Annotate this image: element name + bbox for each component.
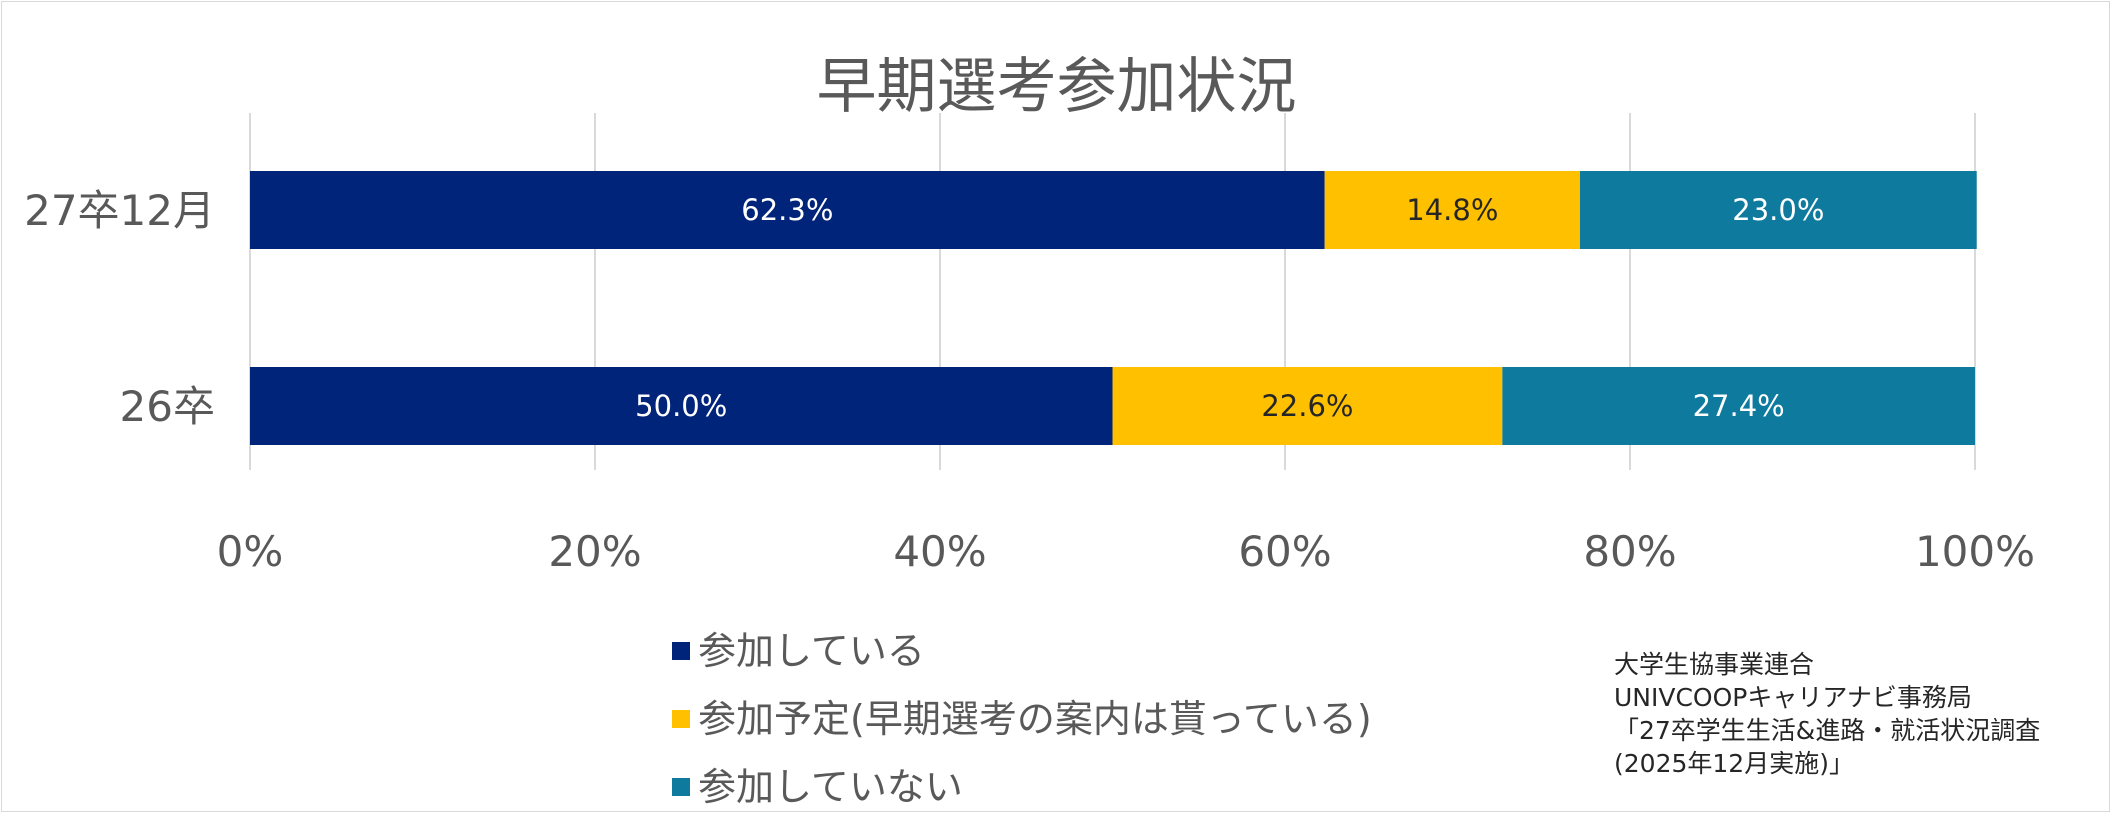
source-line-2: UNIVCOOPキャリアナビ事務局 — [1614, 683, 1972, 712]
x-tick-label: 80% — [1583, 527, 1676, 576]
data-label: 27.4% — [1693, 389, 1785, 423]
bar-segment — [1502, 367, 1975, 445]
y-category-label: 26卒 — [120, 382, 215, 431]
x-tick-label: 100% — [1915, 527, 2035, 576]
legend-swatch-planned — [672, 710, 690, 728]
legend-item-planned: 参加予定(早期選考の案内は貰っている) — [672, 688, 1372, 743]
source-note: 大学生協事業連合 UNIVCOOPキャリアナビ事務局 「27卒学生生活&進路・就… — [1614, 648, 2040, 780]
data-label: 14.8% — [1406, 193, 1498, 227]
chart-title: 早期選考参加状況 — [816, 52, 1297, 122]
legend-swatch-participating — [672, 642, 690, 660]
data-label: 23.0% — [1732, 193, 1824, 227]
data-label: 22.6% — [1261, 389, 1353, 423]
bar-segment — [1579, 171, 1977, 249]
y-category-label: 27卒12月 — [24, 186, 215, 235]
legend-item-participating: 参加している — [672, 620, 925, 675]
bar-segment — [250, 367, 1113, 445]
source-line-1: 大学生協事業連合 — [1614, 650, 1815, 679]
bar-segment — [250, 171, 1325, 249]
legend-label-not-participating: 参加していない — [698, 765, 963, 809]
bar-segment — [1112, 367, 1503, 445]
x-tick-label: 0% — [217, 527, 284, 576]
legend-label-participating: 参加している — [698, 629, 925, 673]
legend-label-planned: 参加予定(早期選考の案内は貰っている) — [698, 697, 1372, 741]
data-label: 50.0% — [635, 389, 727, 423]
x-tick-label: 20% — [548, 527, 641, 576]
x-tick-label: 60% — [1238, 527, 1331, 576]
legend-item-not-participating: 参加していない — [672, 756, 963, 811]
bar-segment — [1324, 171, 1580, 249]
legend-swatch-not-participating — [672, 778, 690, 796]
source-line-3: 「27卒学生生活&進路・就活状況調査 — [1614, 716, 2041, 745]
source-line-4: (2025年12月実施)」 — [1614, 749, 1854, 778]
data-label: 62.3% — [741, 193, 833, 227]
x-tick-label: 40% — [893, 527, 986, 576]
